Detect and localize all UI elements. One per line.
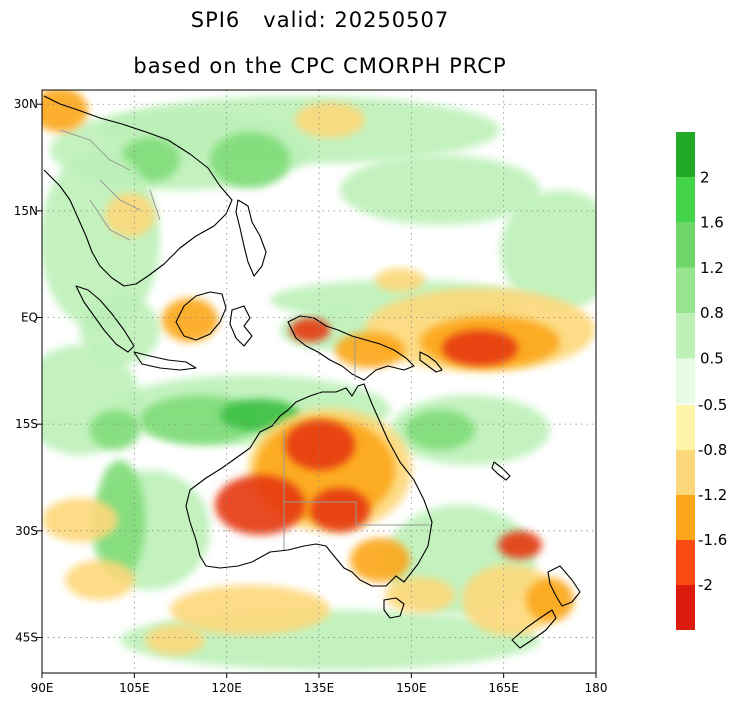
lon-tick-label: 120E bbox=[211, 681, 242, 695]
solomon-islands-coastline bbox=[419, 351, 443, 373]
dry-anomaly-region-37 bbox=[526, 578, 574, 622]
borneo-coastline bbox=[175, 291, 227, 341]
colorbar-swatch bbox=[676, 313, 695, 359]
dry-anomaly-region-42 bbox=[385, 577, 455, 613]
lon-tick-label: 105E bbox=[119, 681, 150, 695]
colorbar-label: -2 bbox=[698, 576, 713, 594]
dry-anomaly-region-25 bbox=[310, 488, 370, 532]
map-subtitle: based on the CPC CMORPH PRCP bbox=[133, 54, 507, 78]
colorbar-swatch bbox=[676, 177, 695, 223]
colorbar-label: 1.2 bbox=[700, 259, 724, 277]
lon-tick-label: 135E bbox=[304, 681, 335, 695]
colorbar-label: -1.6 bbox=[698, 531, 727, 549]
dry-anomaly-region-26 bbox=[350, 538, 410, 582]
colorbar-swatch bbox=[676, 450, 695, 495]
map-area bbox=[42, 90, 596, 673]
wet-anomaly-region-15 bbox=[500, 190, 596, 310]
dry-anomaly-region-43 bbox=[145, 625, 205, 655]
java-coastline bbox=[133, 351, 197, 371]
dry-anomaly-region-23 bbox=[285, 420, 355, 470]
dry-anomaly-region-38 bbox=[295, 102, 365, 138]
lon-tick-label: 180 bbox=[585, 681, 608, 695]
asia-borders bbox=[59, 129, 161, 241]
colorbar-swatch bbox=[676, 267, 695, 314]
dry-anomaly-region-29 bbox=[442, 330, 518, 366]
map-axes: 90E 105E 120E 135E 150E 165E 180 30N 15N EQ 15S 30S… bbox=[14, 97, 608, 695]
colorbar-wet: 2 1.6 1.2 0.8 0.5 bbox=[676, 132, 724, 404]
colorbar-swatch bbox=[676, 540, 695, 585]
dry-anomaly-region-35 bbox=[462, 564, 558, 636]
new-zealand-south-coastline bbox=[511, 609, 557, 649]
lon-tick-label: 165E bbox=[488, 681, 519, 695]
lat-tick-label: 30S bbox=[15, 524, 38, 538]
dry-anomaly-region-30 bbox=[335, 332, 405, 368]
wet-anomaly-region-2 bbox=[210, 132, 290, 188]
lat-tick-label: 30N bbox=[14, 97, 38, 111]
colorbar-swatch bbox=[676, 405, 695, 450]
dry-anomaly-region-33 bbox=[105, 193, 155, 237]
lat-tick-label: 45S bbox=[15, 630, 38, 644]
wet-anomaly-region-13 bbox=[95, 460, 145, 580]
tasmania-coastline bbox=[383, 597, 405, 619]
dry-anomaly-region-44 bbox=[375, 268, 425, 292]
dry-anomaly-region-41 bbox=[170, 585, 330, 635]
new-zealand-north-coastline bbox=[547, 565, 581, 607]
wet-anomaly-region-11 bbox=[405, 410, 475, 450]
australia-coastline bbox=[185, 383, 433, 587]
wet-anomaly-region-19 bbox=[80, 295, 160, 365]
lon-tick-label: 150E bbox=[396, 681, 427, 695]
colorbar-label: 1.6 bbox=[700, 214, 724, 232]
colorbar-label: 0.8 bbox=[700, 304, 724, 322]
lat-tick-label: 15S bbox=[15, 417, 38, 431]
colorbar-swatch bbox=[676, 585, 695, 630]
dry-anomaly-region-31 bbox=[290, 318, 330, 342]
lon-tick-label: 90E bbox=[31, 681, 54, 695]
colorbar-label: -1.2 bbox=[698, 486, 727, 504]
political-borders bbox=[59, 129, 430, 550]
sumatra-coastline bbox=[75, 285, 135, 353]
dry-anomaly-region-40 bbox=[65, 560, 135, 600]
dry-anomaly-region-24 bbox=[215, 475, 305, 535]
sulawesi-coastline bbox=[229, 305, 253, 347]
dry-anomaly-region-34 bbox=[42, 498, 118, 542]
new-guinea-coastline bbox=[287, 315, 415, 381]
colorbar-label: -0.8 bbox=[698, 441, 727, 459]
nt-sa-border bbox=[284, 501, 357, 525]
wet-anomaly-region-18 bbox=[340, 155, 540, 225]
colorbar-dry: -0.5 -0.8 -1.2 -1.6 -2 bbox=[676, 396, 727, 630]
new-caledonia-coastline bbox=[491, 461, 511, 481]
colorbar-swatch bbox=[676, 495, 695, 540]
philippines-coastline bbox=[235, 199, 267, 277]
dry-anomaly-region-36 bbox=[498, 531, 542, 559]
colorbar-swatch bbox=[676, 222, 695, 268]
lat-tick-label: 15N bbox=[14, 204, 38, 218]
colorbar-label: 2 bbox=[700, 168, 710, 186]
grid-lines bbox=[42, 90, 596, 673]
colorbar-label: 0.5 bbox=[700, 350, 724, 368]
coastlines bbox=[43, 95, 581, 649]
mainland-asia-coastline bbox=[43, 95, 233, 287]
map-title: SPI6 valid: 20250507 bbox=[190, 8, 450, 32]
colorbar-swatch bbox=[676, 132, 695, 178]
wet-anomaly-region-9 bbox=[90, 410, 140, 450]
colorbar-label: -0.5 bbox=[698, 396, 727, 414]
lat-tick-label: EQ bbox=[21, 311, 38, 325]
colorbar-swatch bbox=[676, 358, 695, 404]
dry-anomaly-region-32 bbox=[162, 298, 218, 342]
